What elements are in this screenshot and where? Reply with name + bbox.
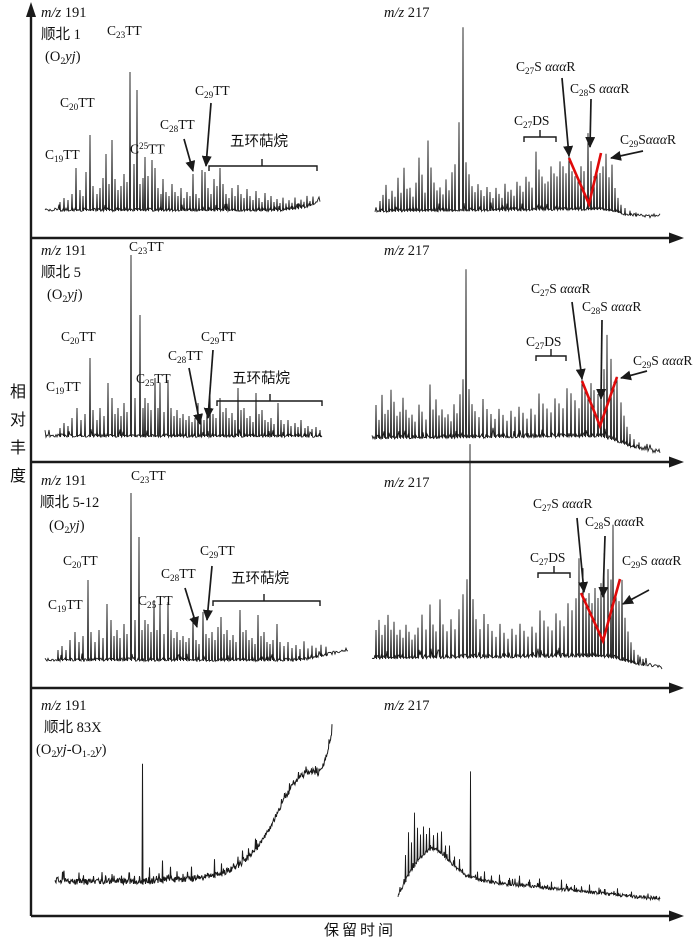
pointer-arrow (596, 319, 607, 400)
range-bracket (535, 349, 567, 361)
x-axis-arrowhead (669, 232, 684, 244)
range-bracket (523, 130, 557, 142)
x-axis-arrowhead (669, 682, 684, 694)
range-bracket (212, 594, 321, 606)
y-axis-arrowhead (26, 2, 36, 17)
pointer-arrow (620, 370, 648, 381)
pointer-arrow (576, 517, 589, 593)
pointer-arrow (183, 138, 196, 172)
x-axis-arrowhead (669, 456, 684, 468)
range-bracket (216, 394, 323, 406)
pointer-arrow (571, 301, 586, 380)
pointer-arrow (561, 77, 574, 157)
pointer-arrow (622, 589, 650, 605)
pointer-arrow (184, 587, 199, 628)
chromatogram-trace (374, 27, 661, 219)
y-axis-label: 相对丰度 (7, 383, 24, 495)
chromatogram-trace (54, 724, 333, 886)
pointer-arrow (585, 98, 596, 148)
chromatogram-trace (371, 444, 663, 670)
x-axis-arrowhead (669, 910, 684, 922)
chromatogram-trace (44, 492, 348, 663)
sterane-v-marker (580, 376, 619, 430)
sterane-v-marker (579, 578, 622, 645)
x-axis-label: 保留时间 (324, 923, 397, 939)
chromatogram-trace (44, 71, 321, 213)
pointer-arrow (610, 150, 644, 161)
pointer-arrow (201, 102, 212, 167)
range-bracket (208, 159, 318, 171)
pointer-arrow (202, 565, 213, 621)
pointer-arrow (188, 367, 203, 425)
chromatogram-trace (44, 254, 323, 439)
pointer-arrow (598, 535, 609, 598)
sterane-v-marker (567, 152, 603, 209)
range-bracket (537, 566, 571, 578)
pointer-arrow (203, 349, 214, 419)
chromatogram-trace (397, 771, 661, 902)
chromatogram-trace (371, 269, 661, 454)
